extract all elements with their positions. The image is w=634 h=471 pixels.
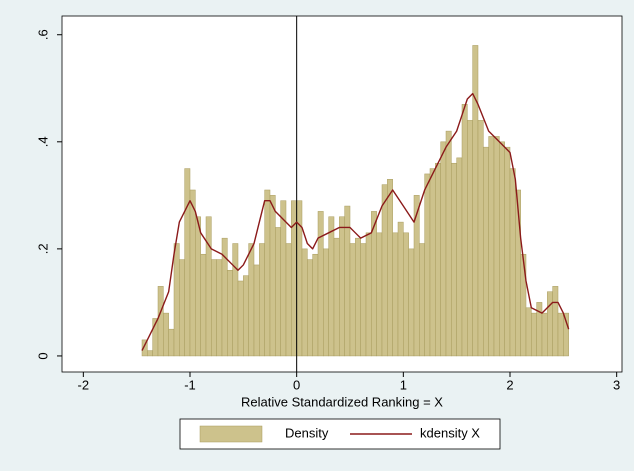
- bar: [333, 237, 340, 357]
- bar: [547, 291, 553, 357]
- y-tick-label: 0: [35, 352, 50, 359]
- bar: [541, 312, 548, 357]
- bar: [280, 200, 287, 357]
- bar: [179, 259, 185, 357]
- bar: [376, 232, 383, 357]
- bar: [499, 141, 505, 357]
- bar: [312, 253, 319, 357]
- bar: [141, 339, 148, 357]
- bar: [168, 328, 175, 357]
- bar: [467, 120, 473, 357]
- bar: [243, 275, 249, 357]
- bar: [173, 243, 180, 357]
- bar: [317, 211, 324, 357]
- bar: [275, 227, 281, 357]
- bar: [509, 168, 516, 357]
- x-axis-label: Relative Standardized Ranking = X: [241, 394, 443, 409]
- bar: [403, 232, 409, 357]
- y-tick-label: .6: [35, 29, 50, 40]
- bar: [269, 195, 276, 357]
- bar: [493, 136, 500, 357]
- bar: [424, 173, 431, 357]
- bar: [477, 120, 484, 357]
- bar: [525, 307, 532, 357]
- bar: [488, 136, 495, 357]
- bar: [301, 248, 308, 357]
- bar: [323, 248, 329, 357]
- x-tick-label: 0: [293, 377, 300, 392]
- y-tick-label: .2: [35, 243, 50, 254]
- bar: [557, 312, 564, 357]
- density-line: [141, 92, 570, 351]
- bar: [216, 259, 223, 357]
- bar: [339, 216, 345, 357]
- bar: [264, 189, 271, 357]
- bar: [344, 205, 351, 357]
- legend-swatch: [199, 425, 263, 443]
- bar: [307, 259, 313, 357]
- legend-label: kdensity X: [420, 425, 480, 440]
- bar: [451, 162, 457, 357]
- bar: [440, 141, 447, 357]
- bar: [456, 157, 463, 357]
- bar: [237, 280, 244, 357]
- bar: [232, 243, 239, 357]
- bar: [200, 253, 207, 357]
- bar: [355, 237, 361, 357]
- bar: [360, 243, 367, 357]
- bar: [157, 286, 164, 357]
- bar: [371, 211, 377, 357]
- x-tick-label: -1: [184, 377, 196, 392]
- bar: [483, 146, 489, 357]
- x-tick-label: 2: [506, 377, 513, 392]
- bar: [365, 232, 372, 357]
- bar: [563, 312, 569, 357]
- legend-label: Density: [285, 425, 329, 440]
- bar: [195, 216, 201, 357]
- bar: [259, 243, 265, 357]
- bar: [445, 130, 452, 357]
- bar: [248, 243, 255, 357]
- x-tick-label: 1: [400, 377, 407, 392]
- bar: [349, 243, 356, 357]
- bar: [253, 264, 260, 357]
- y-tick-label: .4: [35, 136, 50, 147]
- bar: [531, 312, 537, 357]
- bar: [387, 179, 393, 357]
- bar: [392, 232, 399, 357]
- bar: [163, 312, 169, 357]
- bar: [285, 243, 292, 357]
- bar: [184, 168, 191, 357]
- bar: [461, 104, 468, 357]
- bar: [419, 243, 425, 357]
- bar: [504, 146, 511, 357]
- bar: [147, 350, 153, 357]
- bar: [408, 248, 415, 357]
- bar: [328, 216, 335, 357]
- bar: [397, 221, 404, 357]
- bar: [227, 270, 233, 357]
- bar: [429, 168, 436, 357]
- bar: [205, 216, 212, 357]
- bar: [189, 189, 196, 357]
- bar: [211, 259, 217, 357]
- x-tick-label: -2: [78, 377, 90, 392]
- bar: [381, 184, 388, 357]
- bar: [472, 45, 479, 357]
- bar: [552, 286, 559, 357]
- x-tick-label: 3: [613, 377, 620, 392]
- bar: [435, 162, 441, 357]
